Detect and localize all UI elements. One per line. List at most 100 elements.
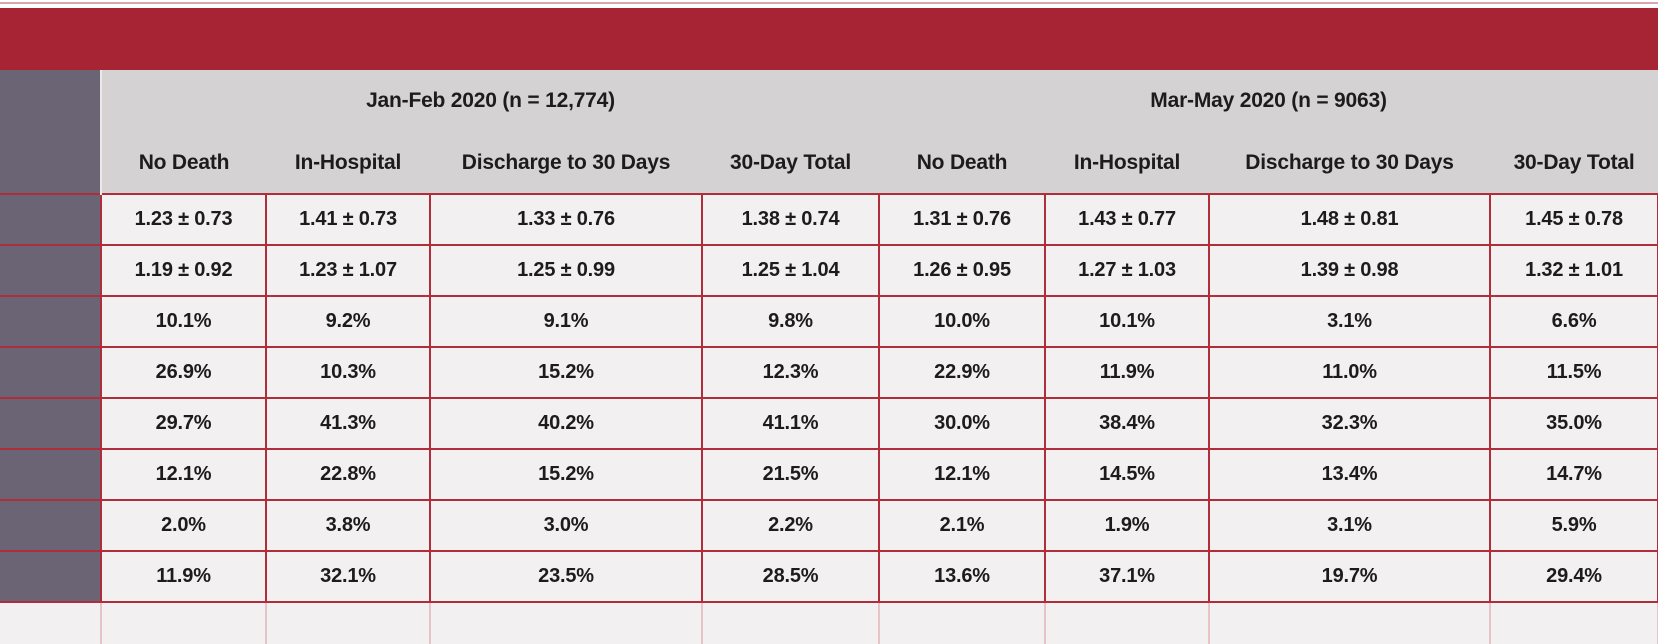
data-cell: 41.3% — [265, 397, 431, 450]
table-row: 11.9% 32.1% 23.5% 28.5% 13.6% 37.1% 19.7… — [0, 550, 1658, 603]
column-header: Discharge to 30 Days — [430, 132, 702, 195]
data-cell: 1.26 ± 0.95 — [878, 244, 1047, 297]
data-cell: 32.3% — [1208, 397, 1492, 450]
row-label-cell — [0, 397, 102, 450]
data-cell: 22.9% — [878, 346, 1047, 399]
data-cell: 3.1% — [1208, 295, 1492, 348]
data-cell: 14.5% — [1044, 448, 1211, 501]
data-cell: 13.6% — [878, 550, 1047, 603]
empty-row-cell — [265, 601, 431, 644]
data-cell: 2.1% — [878, 499, 1047, 552]
empty-row-cell — [1208, 601, 1492, 644]
table-row: 12.1% 22.8% 15.2% 21.5% 12.1% 14.5% 13.4… — [0, 448, 1658, 501]
table-title-bar — [0, 8, 1658, 70]
data-cell: 1.45 ± 0.78 — [1489, 193, 1658, 246]
data-cell: 1.23 ± 1.07 — [265, 244, 431, 297]
data-cell: 1.33 ± 0.76 — [429, 193, 703, 246]
data-cell: 1.41 ± 0.73 — [265, 193, 431, 246]
row-label-cell — [0, 346, 102, 399]
data-cell: 1.39 ± 0.98 — [1208, 244, 1492, 297]
data-cell: 37.1% — [1044, 550, 1211, 603]
column-header: No Death — [101, 132, 266, 195]
table-row: 2.0% 3.8% 3.0% 2.2% 2.1% 1.9% 3.1% 5.9% — [0, 499, 1658, 552]
table-row: 1.23 ± 0.73 1.41 ± 0.73 1.33 ± 0.76 1.38… — [0, 193, 1658, 246]
table-row: 1.19 ± 0.92 1.23 ± 1.07 1.25 ± 0.99 1.25… — [0, 244, 1658, 297]
data-cell: 1.25 ± 1.04 — [700, 244, 881, 297]
column-header: In-Hospital — [1045, 132, 1210, 195]
data-cell: 19.7% — [1208, 550, 1492, 603]
data-cell: 21.5% — [700, 448, 881, 501]
data-cell: 10.0% — [878, 295, 1047, 348]
data-cell: 23.5% — [429, 550, 703, 603]
data-cell: 26.9% — [100, 346, 267, 399]
data-cell: 14.7% — [1489, 448, 1658, 501]
data-cell: 15.2% — [429, 448, 703, 501]
data-cell: 2.2% — [700, 499, 881, 552]
column-header-row: No Death In-Hospital Discharge to 30 Day… — [0, 132, 1658, 195]
row-label-cell — [0, 193, 102, 246]
data-cell: 11.9% — [1044, 346, 1211, 399]
data-cell: 1.9% — [1044, 499, 1211, 552]
data-cell: 15.2% — [429, 346, 703, 399]
data-cell: 9.8% — [700, 295, 881, 348]
empty-row-cell — [429, 601, 703, 644]
data-cell: 1.25 ± 0.99 — [429, 244, 703, 297]
data-cell: 1.38 ± 0.74 — [700, 193, 881, 246]
data-cell: 3.1% — [1208, 499, 1492, 552]
row-label-cell — [0, 550, 102, 603]
group-header-jan-feb: Jan-Feb 2020 (n = 12,774) — [101, 70, 880, 132]
data-cell: 40.2% — [429, 397, 703, 450]
data-cell: 32.1% — [265, 550, 431, 603]
row-label-cell — [0, 244, 102, 297]
row-label-cell — [0, 499, 102, 552]
group-header-row: Jan-Feb 2020 (n = 12,774) Mar-May 2020 (… — [0, 70, 1658, 194]
empty-row-cell — [878, 601, 1047, 644]
data-cell: 9.1% — [429, 295, 703, 348]
data-cell: 12.1% — [100, 448, 267, 501]
data-cell: 1.43 ± 0.77 — [1044, 193, 1211, 246]
empty-row-cell — [100, 601, 267, 644]
data-cell: 38.4% — [1044, 397, 1211, 450]
data-cell: 41.1% — [700, 397, 881, 450]
data-cell: 12.1% — [878, 448, 1047, 501]
row-label-column-header — [0, 70, 102, 194]
data-cell: 10.1% — [100, 295, 267, 348]
data-cell: 29.4% — [1489, 550, 1658, 603]
data-cell: 1.32 ± 1.01 — [1489, 244, 1658, 297]
data-cell: 1.48 ± 0.81 — [1208, 193, 1492, 246]
data-cell: 1.27 ± 1.03 — [1044, 244, 1211, 297]
group-header-mar-may: Mar-May 2020 (n = 9063) — [879, 70, 1658, 132]
outcomes-table: Jan-Feb 2020 (n = 12,774) Mar-May 2020 (… — [0, 70, 1658, 644]
column-header: In-Hospital — [266, 132, 430, 195]
data-cell: 29.7% — [100, 397, 267, 450]
table-row: 10.1% 9.2% 9.1% 9.8% 10.0% 10.1% 3.1% 6.… — [0, 295, 1658, 348]
empty-row-cell — [1044, 601, 1211, 644]
cutoff-empty-row — [0, 601, 1658, 644]
data-cell: 3.0% — [429, 499, 703, 552]
data-cell: 22.8% — [265, 448, 431, 501]
data-cell: 11.9% — [100, 550, 267, 603]
data-cell: 1.19 ± 0.92 — [100, 244, 267, 297]
data-cell: 1.31 ± 0.76 — [878, 193, 1047, 246]
data-cell: 12.3% — [700, 346, 881, 399]
data-cell: 9.2% — [265, 295, 431, 348]
data-cell: 28.5% — [700, 550, 881, 603]
column-header: 30-Day Total — [1490, 132, 1658, 195]
column-header: No Death — [879, 132, 1046, 195]
data-cell: 11.0% — [1208, 346, 1492, 399]
row-label-cell — [0, 448, 102, 501]
data-cell: 11.5% — [1489, 346, 1658, 399]
column-header: Discharge to 30 Days — [1209, 132, 1491, 195]
data-cell: 30.0% — [878, 397, 1047, 450]
data-cell: 1.23 ± 0.73 — [100, 193, 267, 246]
empty-row-cell — [700, 601, 881, 644]
empty-row-cell — [1489, 601, 1658, 644]
data-cell: 10.3% — [265, 346, 431, 399]
data-cell: 10.1% — [1044, 295, 1211, 348]
empty-row-cell — [0, 601, 102, 644]
data-cell: 6.6% — [1489, 295, 1658, 348]
data-cell: 2.0% — [100, 499, 267, 552]
data-cell: 5.9% — [1489, 499, 1658, 552]
column-header: 30-Day Total — [702, 132, 880, 195]
